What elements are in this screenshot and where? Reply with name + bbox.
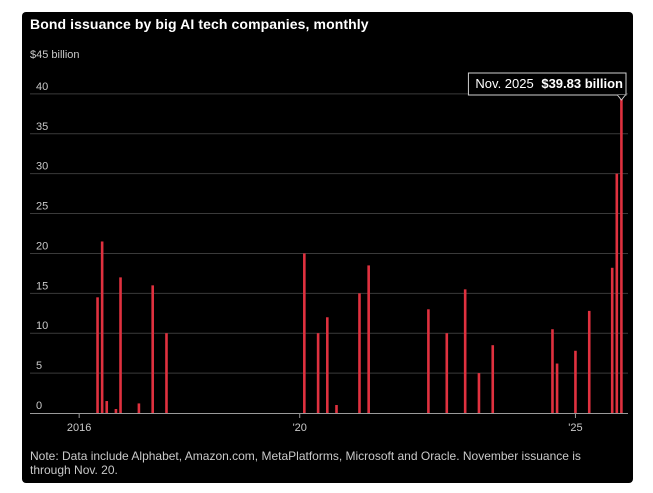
bar	[551, 329, 554, 413]
bar	[477, 373, 481, 413]
tooltip-value: $39.83 billion	[541, 76, 623, 91]
x-tick-label: '20	[293, 422, 307, 434]
bar	[491, 345, 495, 413]
bar	[96, 297, 99, 413]
y-tick-label: 30	[36, 161, 48, 173]
tooltip: Nov. 2025 $39.83 billion	[467, 72, 627, 101]
bar	[100, 241, 104, 413]
x-axis: 2016 '20 '25	[30, 413, 628, 434]
y-tick-label: 5	[36, 360, 42, 372]
bar	[151, 285, 154, 413]
bar	[463, 289, 467, 413]
y-tick-label: 10	[36, 320, 48, 332]
bar	[445, 333, 449, 413]
tooltip-date: Nov. 2025	[475, 76, 533, 91]
bar	[316, 333, 320, 413]
y-tick-label: 25	[36, 201, 48, 213]
bar	[326, 317, 329, 413]
bar	[427, 309, 430, 413]
bars	[96, 95, 623, 413]
bar	[358, 293, 361, 413]
x-tick-label: 2016	[67, 422, 91, 434]
tooltip-text: Nov. 2025 $39.83 billion	[475, 76, 623, 91]
bar	[335, 405, 338, 413]
x-tick-label: '25	[568, 422, 582, 434]
bar	[165, 333, 168, 413]
bar	[105, 401, 109, 413]
bar	[367, 265, 370, 413]
bar	[615, 173, 619, 413]
bar	[303, 253, 306, 413]
bar	[620, 95, 623, 413]
bar	[587, 310, 591, 413]
footnote: Note: Data include Alphabet, Amazon.com,…	[30, 449, 581, 477]
bar	[137, 403, 141, 413]
bar	[555, 363, 559, 413]
bar	[119, 277, 122, 413]
chart-title: Bond issuance by big AI tech companies, …	[30, 16, 369, 32]
y-axis-ticks: 40 35 30 25 20 15 10 5 0	[36, 81, 48, 412]
bar	[610, 267, 614, 413]
y-tick-label: 35	[36, 121, 48, 133]
bar	[114, 409, 118, 413]
y-tick-label: 15	[36, 280, 48, 292]
y-tick-label: 20	[36, 240, 48, 252]
tooltip-box	[467, 72, 627, 96]
y-axis-unit-label: $45 billion	[30, 49, 80, 61]
bar	[574, 350, 577, 413]
y-tick-label: 0	[36, 400, 42, 412]
y-tick-label: 40	[36, 81, 48, 93]
tooltip-pointer	[617, 94, 626, 101]
